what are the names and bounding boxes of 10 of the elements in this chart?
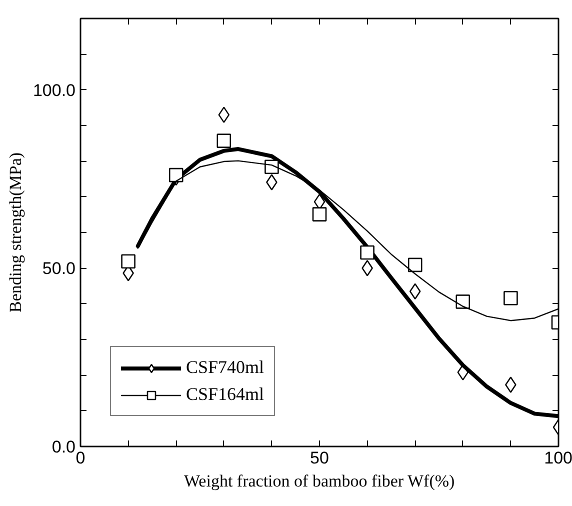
y-tick-label: 100.0 <box>32 80 76 100</box>
x-tick-label: 100 <box>544 448 572 468</box>
y-tick-label: 0.0 <box>52 438 76 456</box>
y-tick-label: 50.0 <box>42 259 76 278</box>
y-axis-title: Bending strength(MPa) <box>6 152 25 313</box>
x-axis-title: Weight fraction of bamboo fiber Wf(%) <box>184 472 455 490</box>
x-tick-label: 50 <box>310 448 329 468</box>
legend-label: CSF164ml <box>186 384 264 405</box>
x-tick-label: 0 <box>76 448 86 468</box>
legend-label: CSF740ml <box>186 357 264 378</box>
